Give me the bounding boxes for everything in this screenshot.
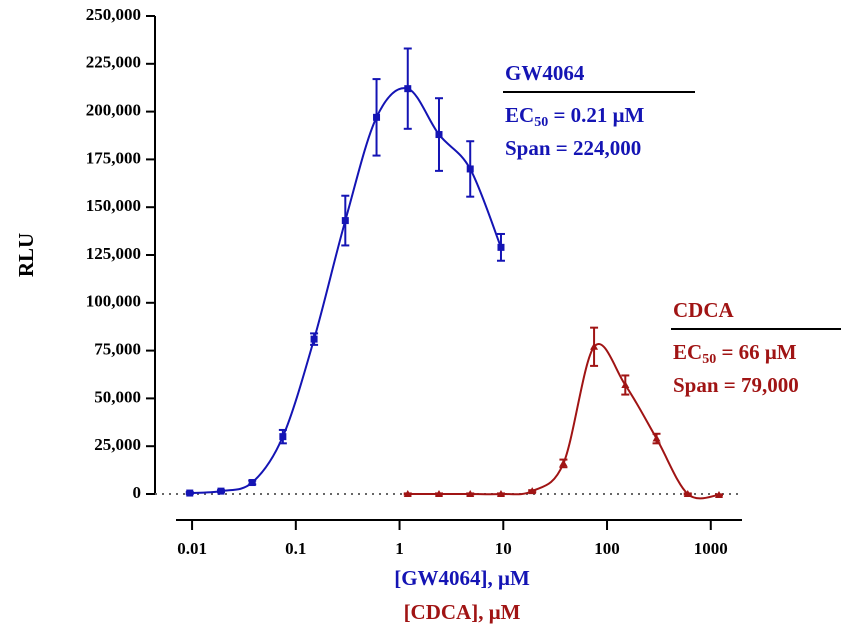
- y-tick-label: 175,000: [86, 148, 141, 167]
- y-tick-label: 250,000: [86, 5, 141, 24]
- marker: [496, 490, 505, 497]
- marker: [373, 113, 381, 121]
- y-tick-label: 125,000: [86, 244, 141, 263]
- marker: [466, 165, 474, 173]
- marker: [590, 342, 599, 350]
- fit-line: [189, 87, 502, 495]
- x-axis-label: [CDCA], μM: [404, 600, 521, 624]
- y-axis-label: RLU: [14, 233, 38, 277]
- y-tick-label: 150,000: [86, 196, 141, 215]
- ec50-text: = 0.21 μM: [548, 103, 644, 127]
- marker: [279, 433, 287, 441]
- annotation-span: Span = 79,000: [673, 373, 799, 397]
- marker: [186, 489, 194, 497]
- ec50-text: = 66 μM: [716, 340, 797, 364]
- x-tick-label: 1000: [694, 539, 728, 558]
- ec50-subscript: 50: [702, 352, 716, 367]
- x-tick-label: 10: [495, 539, 512, 558]
- x-axis-label: [GW4064], μM: [394, 566, 530, 590]
- marker: [404, 85, 412, 93]
- annotation-title: GW4064: [505, 61, 585, 85]
- y-tick-label: 75,000: [94, 340, 141, 359]
- marker: [434, 490, 443, 497]
- y-tick-label: 225,000: [86, 53, 141, 72]
- x-tick-label: 1: [395, 539, 404, 558]
- marker: [497, 243, 505, 251]
- y-tick-label: 200,000: [86, 101, 141, 120]
- ec50-subscript: 50: [534, 115, 548, 130]
- x-tick-label: 0.1: [285, 539, 306, 558]
- annotation-ec50: EC50 = 66 μM: [673, 340, 797, 367]
- marker: [248, 479, 256, 487]
- marker: [403, 490, 412, 497]
- marker: [466, 490, 475, 497]
- x-tick-label: 0.01: [177, 539, 207, 558]
- y-tick-label: 100,000: [86, 292, 141, 311]
- marker: [559, 459, 568, 467]
- y-tick-label: 0: [133, 483, 142, 502]
- marker: [652, 434, 661, 442]
- marker: [435, 131, 443, 139]
- ec50-text: EC: [673, 340, 702, 364]
- annotation-title: CDCA: [673, 298, 734, 322]
- fit-line: [407, 343, 720, 500]
- y-tick-label: 50,000: [94, 387, 141, 406]
- ec50-text: EC: [505, 103, 534, 127]
- annotation-span: Span = 224,000: [505, 136, 641, 160]
- marker: [621, 381, 630, 389]
- marker: [310, 335, 318, 343]
- marker: [528, 487, 537, 495]
- marker: [217, 487, 225, 495]
- annotation-ec50: EC50 = 0.21 μM: [505, 103, 645, 130]
- marker: [683, 490, 692, 497]
- marker: [341, 217, 349, 225]
- x-tick-label: 100: [594, 539, 620, 558]
- marker: [714, 490, 723, 498]
- y-tick-label: 25,000: [94, 435, 141, 454]
